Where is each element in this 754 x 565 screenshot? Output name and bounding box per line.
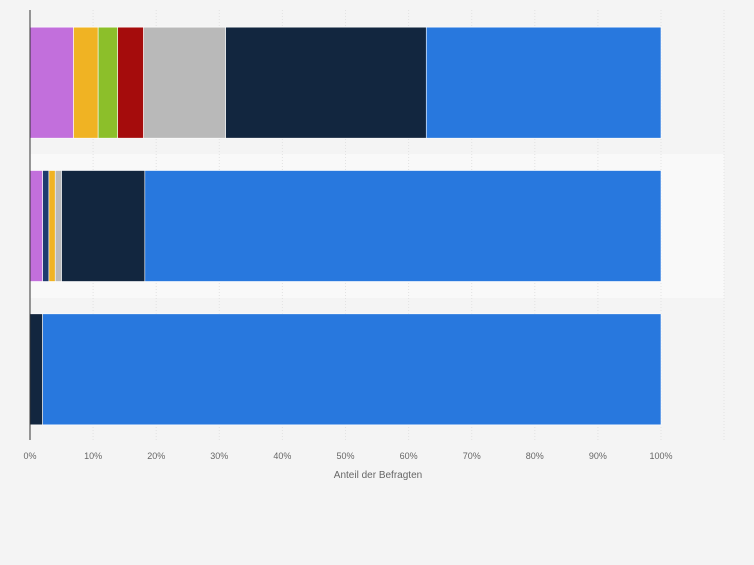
x-tick-labels: 0% 10% 20% 30% 40% 50% 60% 70% 80% 90% 100%	[23, 451, 672, 461]
bar-segment	[144, 170, 662, 282]
bar-segment	[29, 313, 43, 426]
bar-segment	[143, 26, 226, 139]
bar-segment	[225, 26, 427, 139]
x-tick-label: 100%	[649, 451, 672, 461]
x-tick-label: 50%	[336, 451, 354, 461]
x-axis-label: Anteil der Befragten	[334, 470, 422, 481]
x-tick-label: 90%	[589, 451, 607, 461]
bar-segment	[42, 313, 662, 426]
bar-segment	[61, 170, 146, 282]
x-tick-label: 60%	[400, 451, 418, 461]
bar-segment	[29, 170, 43, 282]
bar-segment	[42, 170, 50, 282]
bar-segment	[29, 26, 74, 139]
bar-segment	[97, 26, 119, 139]
x-tick-label: 0%	[23, 451, 36, 461]
bar-segment	[73, 26, 99, 139]
x-tick-label: 30%	[210, 451, 228, 461]
x-tick-label: 70%	[463, 451, 481, 461]
bar-segment	[425, 26, 662, 139]
x-tick-label: 80%	[526, 451, 544, 461]
x-tick-label: 20%	[147, 451, 165, 461]
bar-segment	[54, 170, 62, 282]
x-tick-label: 10%	[84, 451, 102, 461]
bars	[29, 26, 662, 426]
bar-segment	[48, 170, 56, 282]
bar-segment	[117, 26, 144, 139]
x-tick-label: 40%	[273, 451, 291, 461]
